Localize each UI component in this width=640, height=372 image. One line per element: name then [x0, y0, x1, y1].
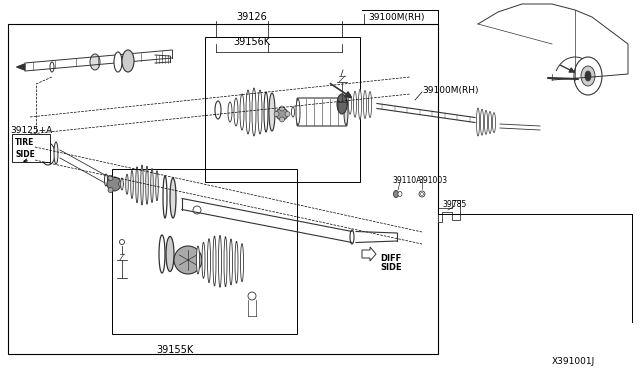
- Ellipse shape: [114, 52, 122, 72]
- Circle shape: [118, 182, 124, 186]
- Ellipse shape: [394, 190, 399, 198]
- Ellipse shape: [166, 237, 174, 272]
- Circle shape: [280, 106, 285, 111]
- Ellipse shape: [196, 246, 200, 274]
- Ellipse shape: [104, 174, 108, 186]
- Ellipse shape: [50, 62, 54, 72]
- Ellipse shape: [228, 102, 232, 122]
- Ellipse shape: [202, 242, 205, 278]
- Text: TIRE: TIRE: [15, 138, 35, 147]
- Circle shape: [280, 117, 285, 122]
- Ellipse shape: [258, 90, 262, 134]
- Ellipse shape: [493, 113, 495, 133]
- Ellipse shape: [90, 54, 100, 70]
- Ellipse shape: [224, 237, 227, 287]
- Text: SIDE: SIDE: [15, 150, 35, 158]
- Text: X391001J: X391001J: [552, 357, 595, 366]
- Ellipse shape: [120, 240, 125, 244]
- Ellipse shape: [291, 107, 294, 117]
- Circle shape: [285, 112, 290, 116]
- Circle shape: [248, 292, 256, 300]
- Text: 39125+A: 39125+A: [10, 125, 52, 135]
- Circle shape: [107, 177, 121, 191]
- Ellipse shape: [344, 99, 348, 125]
- Bar: [8, 24, 438, 354]
- Text: DIFF: DIFF: [380, 253, 401, 263]
- Ellipse shape: [121, 178, 124, 190]
- Bar: [12, 134, 50, 162]
- Ellipse shape: [477, 108, 479, 136]
- Polygon shape: [438, 200, 460, 222]
- Text: 391003: 391003: [418, 176, 447, 185]
- FancyBboxPatch shape: [297, 98, 347, 126]
- Text: 39155K: 39155K: [156, 345, 194, 355]
- Ellipse shape: [349, 94, 351, 114]
- Ellipse shape: [240, 94, 244, 130]
- Bar: [205, 37, 360, 182]
- Ellipse shape: [156, 171, 158, 201]
- Ellipse shape: [420, 192, 424, 196]
- Ellipse shape: [146, 166, 148, 204]
- Ellipse shape: [41, 143, 55, 165]
- Ellipse shape: [207, 239, 211, 283]
- Ellipse shape: [218, 235, 221, 287]
- Ellipse shape: [296, 99, 300, 125]
- Ellipse shape: [141, 165, 143, 205]
- Ellipse shape: [131, 170, 133, 199]
- Ellipse shape: [574, 57, 602, 95]
- Ellipse shape: [136, 167, 138, 203]
- Circle shape: [174, 246, 202, 274]
- Circle shape: [193, 206, 201, 214]
- Text: 39126: 39126: [237, 12, 268, 22]
- Ellipse shape: [215, 101, 221, 119]
- Ellipse shape: [585, 71, 591, 81]
- Ellipse shape: [419, 191, 425, 197]
- Ellipse shape: [350, 230, 354, 244]
- Ellipse shape: [234, 98, 238, 126]
- Ellipse shape: [159, 235, 165, 273]
- Ellipse shape: [252, 88, 256, 136]
- Text: 39785: 39785: [442, 199, 467, 208]
- Ellipse shape: [337, 94, 347, 114]
- Text: 39156K: 39156K: [234, 37, 271, 47]
- Ellipse shape: [125, 174, 128, 194]
- Text: SIDE: SIDE: [380, 263, 402, 272]
- Ellipse shape: [230, 239, 232, 285]
- Circle shape: [276, 108, 288, 120]
- Ellipse shape: [581, 66, 595, 86]
- Ellipse shape: [484, 110, 488, 134]
- Ellipse shape: [246, 90, 250, 134]
- Ellipse shape: [264, 92, 268, 132]
- Ellipse shape: [213, 236, 216, 286]
- Ellipse shape: [488, 112, 492, 134]
- Ellipse shape: [170, 178, 176, 218]
- Ellipse shape: [269, 93, 275, 131]
- Ellipse shape: [241, 244, 243, 282]
- Text: 39100M(RH): 39100M(RH): [422, 86, 479, 94]
- Circle shape: [108, 176, 113, 180]
- Ellipse shape: [37, 149, 43, 159]
- Ellipse shape: [398, 192, 402, 196]
- Circle shape: [274, 112, 279, 116]
- Ellipse shape: [358, 89, 362, 119]
- Ellipse shape: [364, 90, 367, 118]
- Polygon shape: [17, 64, 25, 70]
- Circle shape: [108, 187, 113, 193]
- Ellipse shape: [353, 91, 356, 117]
- Bar: [112, 169, 297, 334]
- Ellipse shape: [163, 176, 167, 218]
- Ellipse shape: [481, 109, 483, 135]
- Ellipse shape: [369, 92, 371, 118]
- Text: 39110A: 39110A: [392, 176, 421, 185]
- Ellipse shape: [151, 169, 153, 202]
- Text: 39100M(RH): 39100M(RH): [368, 13, 424, 22]
- Ellipse shape: [54, 142, 58, 164]
- Ellipse shape: [235, 241, 238, 283]
- Polygon shape: [362, 247, 376, 261]
- Ellipse shape: [122, 50, 134, 72]
